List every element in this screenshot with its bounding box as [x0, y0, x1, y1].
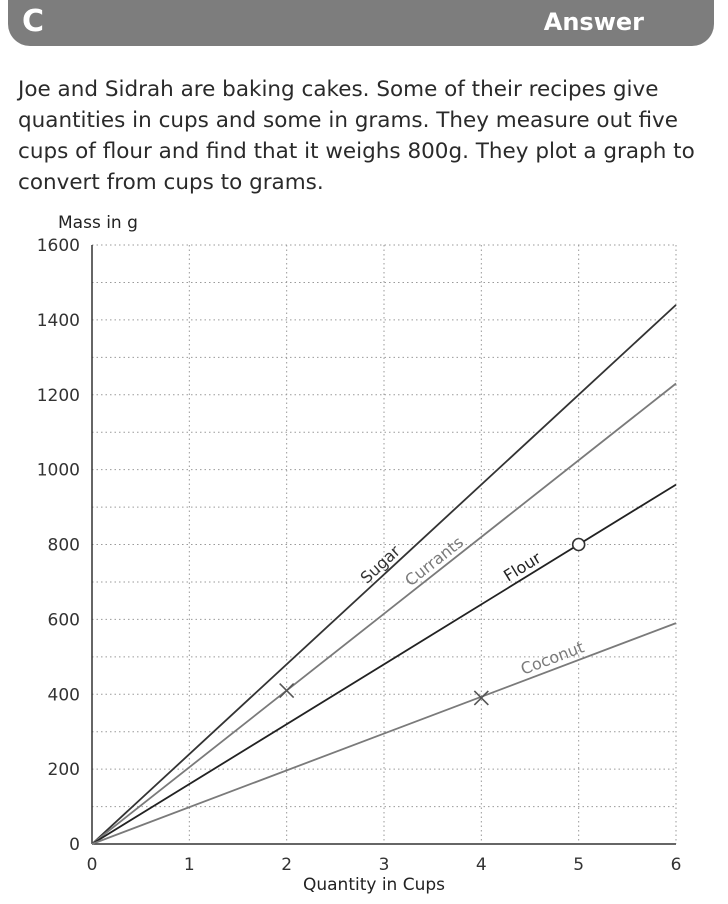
chart-markers	[279, 537, 586, 706]
cross-marker	[279, 682, 295, 699]
chart-axes: 0 1 2 3 4 5 6 0 200 400 600 800 1000 1200 1400 1600 Quan…	[37, 213, 682, 895]
y-tick-label: 1000	[37, 461, 80, 481]
y-axis-title: Mass in g	[58, 213, 138, 233]
y-tick-label: 800	[48, 536, 80, 556]
chart-series	[91, 304, 677, 845]
header-bar: C Answer	[8, 0, 714, 46]
series-line-coconut	[91, 622, 677, 845]
x-tick-label: 0	[87, 855, 98, 875]
cross-marker	[473, 690, 489, 706]
section-letter: C	[22, 4, 45, 39]
x-tick-label: 3	[379, 855, 390, 875]
y-tick-label: 1200	[37, 386, 80, 406]
problem-text: Joe and Sidrah are baking cakes. Some of…	[18, 77, 695, 195]
y-tick-label: 1400	[37, 311, 80, 331]
x-axis-title: Quantity in Cups	[303, 875, 445, 895]
series-label-currants: Currants	[401, 532, 467, 589]
answer-label: Answer	[543, 8, 644, 36]
y-tick-label: 0	[69, 835, 80, 855]
x-tick-label: 5	[573, 855, 584, 875]
y-tick-label: 600	[48, 610, 80, 630]
cross-stroke	[279, 682, 295, 699]
x-tick-label: 6	[671, 855, 682, 875]
y-tick-label: 400	[48, 685, 80, 705]
cross-stroke	[473, 690, 489, 706]
circle-marker	[571, 537, 586, 552]
y-tick-label: 1600	[37, 236, 80, 256]
x-tick-label: 4	[476, 855, 487, 875]
series-label-coconut: Coconut	[518, 637, 587, 678]
chart-grid	[92, 244, 677, 844]
y-tick-label: 200	[48, 760, 80, 780]
x-tick-label: 2	[281, 855, 292, 875]
series-line-currants	[91, 382, 677, 845]
series-line-sugar	[91, 304, 677, 845]
x-tick-label: 1	[184, 855, 195, 875]
series-label-sugar: Sugar	[357, 541, 405, 587]
